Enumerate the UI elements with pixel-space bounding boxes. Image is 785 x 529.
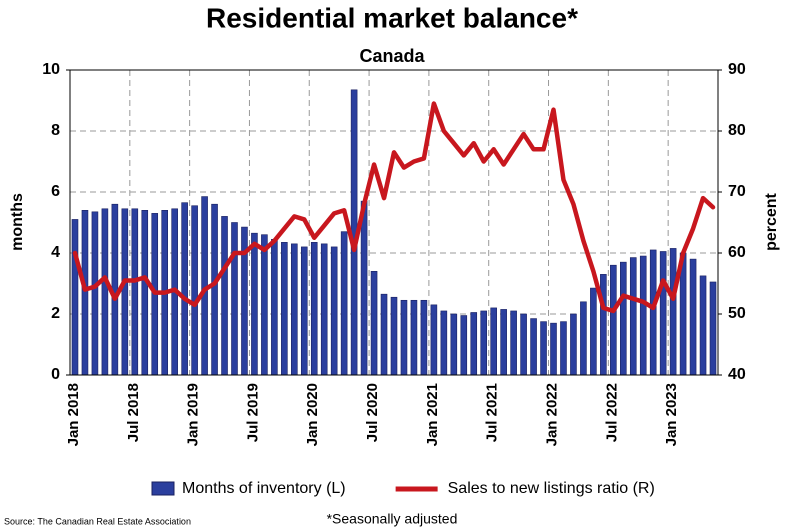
y2-tick-label: 70 bbox=[728, 183, 746, 200]
x-tick-label: Jul 2018 bbox=[125, 383, 142, 442]
bar bbox=[131, 208, 139, 376]
bar bbox=[380, 293, 388, 376]
bar bbox=[460, 315, 468, 376]
line-series bbox=[72, 101, 716, 314]
bar bbox=[320, 243, 328, 376]
bar bbox=[530, 318, 537, 376]
bar bbox=[310, 242, 318, 376]
source-note: Source: The Canadian Real Estate Associa… bbox=[4, 516, 191, 526]
bar bbox=[500, 309, 507, 376]
bar bbox=[600, 274, 607, 376]
bar bbox=[410, 299, 418, 376]
bar bbox=[340, 231, 348, 376]
bar bbox=[400, 299, 408, 376]
x-tick-label: Jan 2019 bbox=[185, 383, 202, 446]
bar bbox=[101, 208, 109, 376]
bar bbox=[271, 238, 278, 376]
y2-tick-label: 40 bbox=[728, 366, 746, 383]
bar bbox=[580, 301, 587, 376]
bar bbox=[510, 310, 517, 376]
chart-subtitle: Canada bbox=[359, 46, 425, 66]
bar bbox=[520, 313, 527, 376]
bar bbox=[709, 281, 717, 376]
x-tick-label: Jul 2020 bbox=[364, 383, 381, 442]
bar bbox=[261, 234, 268, 376]
bar bbox=[370, 270, 378, 376]
x-tick-label: Jan 2022 bbox=[543, 383, 560, 446]
bar bbox=[211, 203, 218, 376]
x-tick-label: Jan 2023 bbox=[663, 383, 680, 446]
x-tick-label: Jul 2022 bbox=[603, 383, 620, 442]
x-tick-label: Jul 2019 bbox=[244, 383, 261, 442]
bar bbox=[300, 246, 308, 376]
bar bbox=[251, 232, 258, 376]
bar bbox=[291, 243, 298, 376]
y2-axis-title: percent bbox=[763, 192, 780, 250]
y2-tick-label: 50 bbox=[728, 305, 746, 322]
bar bbox=[231, 222, 238, 376]
plot-frame bbox=[69, 69, 719, 376]
bar bbox=[490, 307, 497, 376]
bar bbox=[610, 264, 617, 376]
chart-title: Residential market balance* bbox=[206, 2, 578, 33]
bar bbox=[560, 321, 567, 376]
y-tick-label: 0 bbox=[51, 366, 60, 383]
bar bbox=[81, 210, 89, 376]
legend-label: Sales to new listings ratio (R) bbox=[448, 480, 655, 497]
y-tick-label: 10 bbox=[42, 61, 60, 78]
bar bbox=[281, 242, 288, 376]
bar bbox=[390, 296, 398, 376]
x-tick-label: Jan 2021 bbox=[424, 383, 441, 446]
bar bbox=[570, 313, 577, 376]
bar bbox=[141, 210, 149, 376]
y-tick-label: 8 bbox=[51, 122, 60, 139]
bar bbox=[330, 246, 338, 376]
bar bbox=[430, 304, 438, 376]
bar bbox=[71, 219, 79, 376]
bar bbox=[221, 216, 228, 376]
bar bbox=[420, 299, 428, 376]
y-axis-title: months bbox=[9, 193, 26, 251]
legend-label: Months of inventory (L) bbox=[182, 480, 346, 497]
bar bbox=[659, 251, 667, 376]
bar bbox=[360, 200, 368, 376]
bar bbox=[440, 310, 448, 376]
bar bbox=[181, 202, 188, 376]
x-tick-label: Jan 2018 bbox=[65, 383, 82, 446]
bar bbox=[620, 261, 627, 376]
bar bbox=[540, 321, 547, 376]
bar bbox=[669, 248, 677, 376]
legend-swatch bbox=[151, 481, 175, 496]
bar bbox=[699, 275, 707, 376]
bar bbox=[590, 287, 597, 376]
bar bbox=[689, 258, 697, 376]
bar bbox=[121, 208, 129, 376]
bar bbox=[480, 310, 488, 376]
y-tick-label: 4 bbox=[51, 244, 60, 261]
y2-tick-label: 60 bbox=[728, 244, 746, 261]
bar bbox=[550, 322, 557, 376]
y-tick-label: 2 bbox=[51, 305, 60, 322]
bar bbox=[629, 257, 637, 376]
x-tick-label: Jul 2021 bbox=[484, 383, 501, 442]
bar bbox=[470, 312, 478, 376]
y2-tick-label: 90 bbox=[728, 61, 746, 78]
footnote: *Seasonally adjusted bbox=[327, 511, 458, 527]
x-tick-label: Jan 2020 bbox=[304, 383, 321, 446]
y-tick-label: 6 bbox=[51, 183, 60, 200]
bar bbox=[639, 255, 647, 376]
bar bbox=[649, 249, 657, 376]
y2-tick-label: 80 bbox=[728, 122, 746, 139]
bar bbox=[450, 313, 458, 376]
bar bbox=[91, 211, 99, 376]
bar bbox=[191, 205, 198, 376]
